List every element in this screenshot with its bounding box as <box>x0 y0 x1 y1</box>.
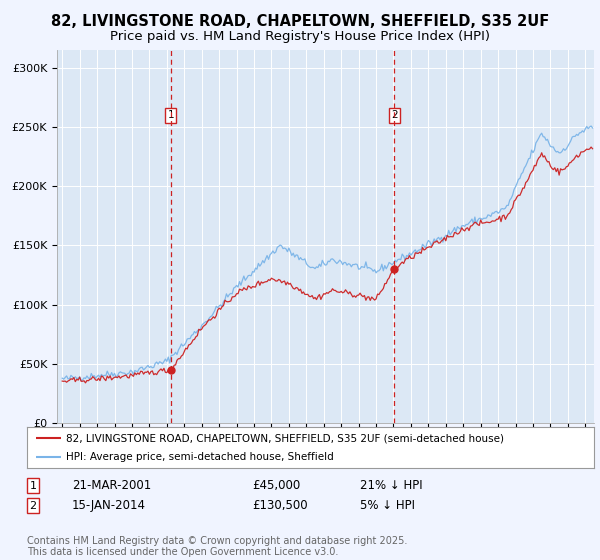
Text: Contains HM Land Registry data © Crown copyright and database right 2025.
This d: Contains HM Land Registry data © Crown c… <box>27 535 407 557</box>
Text: 82, LIVINGSTONE ROAD, CHAPELTOWN, SHEFFIELD, S35 2UF (semi-detached house): 82, LIVINGSTONE ROAD, CHAPELTOWN, SHEFFI… <box>65 433 503 443</box>
Text: 15-JAN-2014: 15-JAN-2014 <box>72 499 146 512</box>
Text: 82, LIVINGSTONE ROAD, CHAPELTOWN, SHEFFIELD, S35 2UF: 82, LIVINGSTONE ROAD, CHAPELTOWN, SHEFFI… <box>51 14 549 29</box>
Text: 1: 1 <box>29 480 37 491</box>
Text: 21-MAR-2001: 21-MAR-2001 <box>72 479 151 492</box>
Text: £130,500: £130,500 <box>252 499 308 512</box>
Text: £45,000: £45,000 <box>252 479 300 492</box>
Text: 2: 2 <box>391 110 398 120</box>
Text: 2: 2 <box>29 501 37 511</box>
Text: 5% ↓ HPI: 5% ↓ HPI <box>360 499 415 512</box>
Text: HPI: Average price, semi-detached house, Sheffield: HPI: Average price, semi-detached house,… <box>65 452 334 461</box>
Text: 1: 1 <box>167 110 174 120</box>
Text: Price paid vs. HM Land Registry's House Price Index (HPI): Price paid vs. HM Land Registry's House … <box>110 30 490 44</box>
Text: 21% ↓ HPI: 21% ↓ HPI <box>360 479 422 492</box>
